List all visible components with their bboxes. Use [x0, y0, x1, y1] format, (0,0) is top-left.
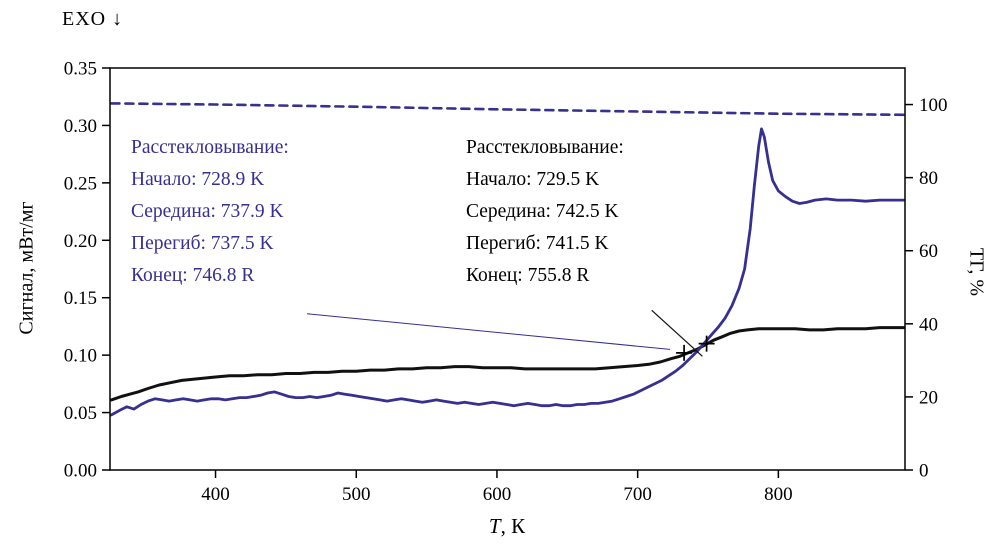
- left-axis-title: Сигнал, мВт/мг: [15, 201, 38, 335]
- left-y-tick-label: 0.05: [64, 403, 97, 424]
- right-y-tick-label: 20: [919, 387, 938, 408]
- left-y-tick-label: 0.25: [64, 173, 97, 194]
- left-y-tick-label: 0.30: [64, 116, 97, 137]
- left-y-tick-label: 0.15: [64, 288, 97, 309]
- right-y-tick-label: 80: [919, 168, 938, 189]
- x-tick-label: 400: [201, 484, 230, 505]
- right-axis-title: ТГ, %: [965, 247, 988, 297]
- left-y-tick-label: 0.10: [64, 346, 97, 367]
- guide-line-blue: [306, 313, 671, 350]
- right-y-tick-label: 40: [919, 314, 938, 335]
- exo-direction-label: EXO ↓: [62, 8, 124, 30]
- annotation-line: Середина: 742.5 K: [466, 201, 619, 222]
- annotation-line: Начало: 728.9 K: [131, 169, 265, 190]
- x-axis-variable: T: [488, 514, 501, 538]
- annotation-line: Перегиб: 741.5 K: [466, 233, 609, 254]
- x-axis-unit: , К: [500, 514, 526, 538]
- annotation-line: Середина: 737.9 K: [131, 201, 284, 222]
- annotation-line: Перегиб: 737.5 K: [131, 233, 274, 254]
- x-tick-label: 600: [483, 484, 512, 505]
- left-y-tick-label: 0.20: [64, 231, 97, 252]
- right-y-tick-label: 0: [919, 461, 929, 482]
- annotation-block-black: Расстекловывание: Начало: 729.5 K Середи…: [466, 132, 624, 292]
- curve-dsc-black: [109, 326, 906, 402]
- guide-line-black: [651, 309, 703, 357]
- left-y-tick-label: 0.00: [64, 461, 97, 482]
- right-y-tick-label: 60: [919, 241, 938, 262]
- x-tick-label: 700: [623, 484, 652, 505]
- x-tick-label: 800: [764, 484, 793, 505]
- annotation-line: Начало: 729.5 K: [466, 169, 600, 190]
- left-y-tick-label: 0.35: [64, 59, 97, 80]
- annotation-title: Расстекловывание:: [131, 137, 289, 158]
- annotation-block-blue: Расстекловывание: Начало: 728.9 K Середи…: [131, 132, 289, 292]
- x-tick-label: 500: [342, 484, 371, 505]
- right-y-tick-label: 100: [919, 95, 948, 116]
- plot-frame: [109, 67, 906, 471]
- curve-dsc-blue: [110, 127, 905, 417]
- x-axis-title: T, К: [489, 514, 525, 539]
- curve-tg-dashed: [110, 102, 905, 117]
- annotation-line: Конец: 755.8 R: [466, 265, 590, 286]
- annotation-line: Конец: 746.8 R: [131, 265, 255, 286]
- annotation-title: Расстекловывание:: [466, 137, 624, 158]
